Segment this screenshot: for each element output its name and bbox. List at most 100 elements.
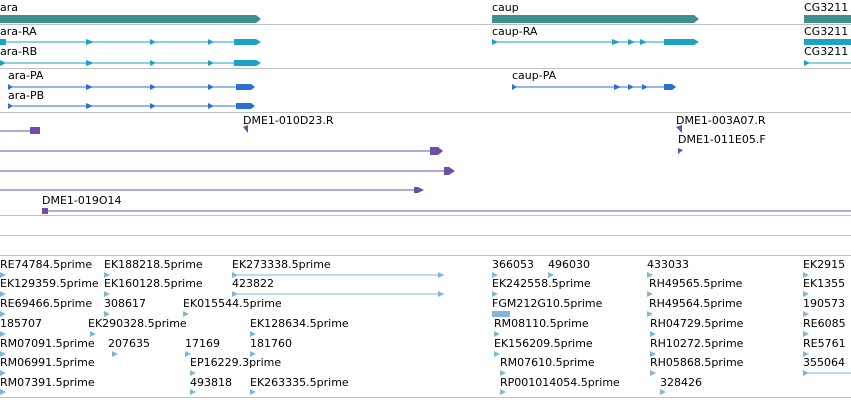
est-label[interactable]: RH49565.5prime <box>649 277 743 290</box>
est-label[interactable]: EK273338.5prime <box>232 258 331 271</box>
est-glyph[interactable] <box>650 331 656 337</box>
clone-glyph-dme1-019o14[interactable] <box>42 208 851 214</box>
clone-label[interactable]: DME1-003A07.R <box>676 114 766 127</box>
est-label[interactable]: RP001014054.5prime <box>500 376 620 389</box>
est-glyph[interactable] <box>104 311 110 317</box>
transcript-glyph-ara-ra[interactable] <box>0 39 261 45</box>
est-glyph[interactable] <box>803 291 809 297</box>
est-label[interactable]: 308617 <box>104 297 146 310</box>
est-label[interactable]: EK160128.5prime <box>104 277 203 290</box>
est-glyph[interactable] <box>803 331 809 337</box>
est-label[interactable]: RE69466.5prime <box>0 297 93 310</box>
clone-glyph-dme1-003a07[interactable] <box>676 125 682 133</box>
gene-label[interactable]: ara <box>0 1 19 14</box>
est-label[interactable]: RE5761 <box>803 337 846 350</box>
est-glyph[interactable] <box>190 370 196 376</box>
est-label[interactable]: RM07391.5prime <box>0 376 95 389</box>
est-glyph[interactable] <box>492 291 498 297</box>
transcript-label[interactable]: CG3211 <box>804 25 849 38</box>
est-glyph[interactable] <box>104 272 110 278</box>
est-label[interactable]: 493818 <box>190 376 232 389</box>
est-glyph[interactable] <box>250 351 256 357</box>
est-glyph[interactable] <box>183 311 189 317</box>
est-glyph[interactable] <box>548 272 554 278</box>
est-glyph[interactable] <box>0 291 6 297</box>
protein-glyph-ara-pa[interactable] <box>8 84 255 90</box>
est-glyph[interactable] <box>0 331 6 337</box>
est-glyph[interactable] <box>232 272 444 278</box>
clone-glyph[interactable] <box>0 187 424 193</box>
est-glyph[interactable] <box>500 370 506 376</box>
est-glyph[interactable] <box>90 331 96 337</box>
est-glyph[interactable] <box>647 291 653 297</box>
est-glyph[interactable] <box>650 351 656 357</box>
transcript-glyph-cg3211-a[interactable] <box>804 39 851 45</box>
est-glyph[interactable] <box>803 351 809 357</box>
gene-glyph-cg3211[interactable] <box>804 15 851 23</box>
transcript-label[interactable]: CG3211 <box>804 45 849 58</box>
est-glyph[interactable] <box>185 351 191 357</box>
est-label[interactable]: 17169 <box>185 337 220 350</box>
est-glyph[interactable] <box>232 291 444 297</box>
est-glyph[interactable] <box>650 370 656 376</box>
est-label[interactable]: EK128634.5prime <box>250 317 349 330</box>
est-glyph[interactable] <box>492 272 498 278</box>
est-label[interactable]: 328426 <box>660 376 702 389</box>
est-label[interactable]: EK290328.5prime <box>88 317 187 330</box>
protein-glyph-caup-pa[interactable] <box>512 84 676 90</box>
gene-glyph-ara[interactable] <box>0 15 261 23</box>
est-glyph[interactable] <box>492 311 510 317</box>
est-glyph[interactable] <box>190 389 196 395</box>
est-glyph[interactable] <box>0 272 6 278</box>
est-glyph[interactable] <box>647 311 653 317</box>
est-label[interactable]: EK156209.5prime <box>494 337 593 350</box>
est-label[interactable]: 355064 <box>803 356 845 369</box>
est-label[interactable]: 181760 <box>250 337 292 350</box>
est-glyph[interactable] <box>0 311 6 317</box>
est-label[interactable]: EK015544.5prime <box>183 297 282 310</box>
est-label[interactable]: RH05868.5prime <box>650 356 744 369</box>
est-glyph[interactable] <box>500 389 506 395</box>
est-glyph[interactable] <box>803 311 809 317</box>
est-label[interactable]: RE6085 <box>803 317 846 330</box>
est-glyph[interactable] <box>0 389 6 395</box>
est-label[interactable]: EK242558.5prime <box>492 277 591 290</box>
est-glyph[interactable] <box>494 331 500 337</box>
est-label[interactable]: RE74784.5prime <box>0 258 93 271</box>
est-label[interactable]: EK263335.5prime <box>250 376 349 389</box>
est-label[interactable]: 207635 <box>108 337 150 350</box>
est-label[interactable]: EP16229.3prime <box>190 356 282 369</box>
est-label[interactable]: RH10272.5prime <box>650 337 744 350</box>
protein-label[interactable]: ara-PB <box>8 89 45 102</box>
gene-label[interactable]: CG3211 <box>804 1 849 14</box>
est-glyph[interactable] <box>250 389 256 395</box>
est-glyph[interactable] <box>0 351 6 357</box>
est-glyph[interactable] <box>0 370 6 376</box>
est-label[interactable]: FGM212G10.5prime <box>492 297 603 310</box>
est-label[interactable]: RH04729.5prime <box>650 317 744 330</box>
est-label[interactable]: RM06991.5prime <box>0 356 95 369</box>
est-glyph[interactable] <box>250 331 256 337</box>
clone-label[interactable]: DME1-019O14 <box>42 194 122 207</box>
est-label[interactable]: RM07091.5prime <box>0 337 95 350</box>
est-label[interactable]: EK129359.5prime <box>0 277 99 290</box>
est-label[interactable]: 496030 <box>548 258 590 271</box>
clone-glyph-dme1-010d23[interactable] <box>243 125 248 133</box>
transcript-glyph-caup-ra[interactable] <box>492 39 699 45</box>
est-glyph[interactable] <box>494 351 500 357</box>
clone-glyph[interactable] <box>0 167 455 175</box>
est-glyph[interactable] <box>112 351 118 357</box>
est-label[interactable]: 185707 <box>0 317 42 330</box>
est-label[interactable]: 190573 <box>803 297 845 310</box>
est-label[interactable]: EK188218.5prime <box>104 258 203 271</box>
protein-label[interactable]: caup-PA <box>512 69 557 82</box>
est-glyph[interactable] <box>660 389 666 395</box>
clone-label[interactable]: DME1-010D23.R <box>243 114 334 127</box>
est-label[interactable]: RM07610.5prime <box>500 356 595 369</box>
clone-glyph[interactable] <box>0 147 443 155</box>
clone-glyph-dme1-011e05[interactable] <box>678 148 683 154</box>
transcript-label[interactable]: caup-RA <box>492 25 538 38</box>
protein-label[interactable]: ara-PA <box>8 69 44 82</box>
est-label[interactable]: 433033 <box>647 258 689 271</box>
est-label[interactable]: RH49564.5prime <box>649 297 743 310</box>
